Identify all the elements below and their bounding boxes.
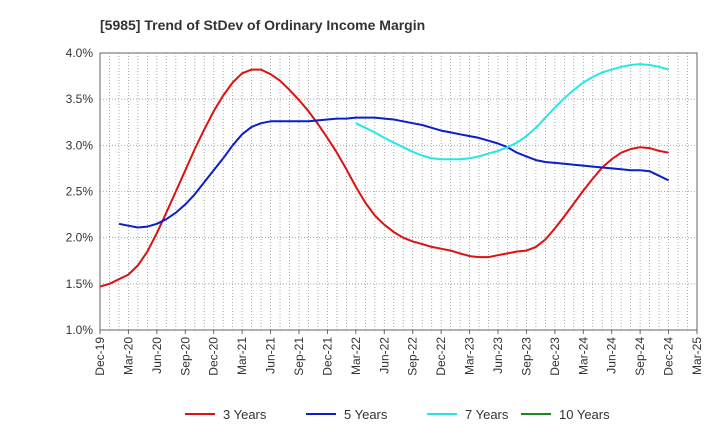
legend-label: 7 Years [465, 407, 509, 422]
y-tick-label: 1.0% [66, 323, 94, 337]
y-tick-label: 2.5% [66, 185, 94, 199]
x-tick-label: Mar-22 [349, 337, 363, 375]
x-tick-label: Jun-23 [491, 337, 505, 374]
x-tick-label: Dec-23 [548, 337, 562, 376]
plot-border [99, 52, 698, 331]
series-line-3-years [99, 68, 669, 288]
x-tick-label: Dec-22 [434, 337, 448, 376]
x-tick-label: Mar-21 [235, 337, 249, 375]
series-line-7-years [355, 63, 669, 161]
x-tick-label: Dec-24 [662, 337, 676, 376]
legend: 3 Years 5 Years 7 Years 10 Years [185, 407, 610, 422]
y-tick-label: 4.0% [66, 46, 94, 60]
chart-title: [5985] Trend of StDev of Ordinary Income… [100, 17, 425, 33]
x-tick-label: Mar-23 [463, 337, 477, 375]
x-tick-label: Mar-25 [690, 337, 704, 375]
y-tick-label: 1.5% [66, 277, 94, 291]
x-tick-label: Dec-19 [93, 337, 107, 376]
x-tick-label: Sep-23 [519, 337, 533, 376]
x-tick-label: Sep-24 [633, 337, 647, 376]
legend-label: 10 Years [559, 407, 610, 422]
x-tick-label: Dec-21 [320, 337, 334, 376]
legend-label: 5 Years [344, 407, 388, 422]
x-tick-label: Jun-24 [605, 337, 619, 374]
series-lines [99, 63, 670, 288]
legend-label: 3 Years [223, 407, 267, 422]
x-tick-label: Mar-24 [576, 337, 590, 375]
x-tick-label: Sep-21 [292, 337, 306, 376]
x-tick-label: Sep-22 [406, 337, 420, 376]
x-tick-label: Jun-20 [150, 337, 164, 374]
x-tick-label: Jun-21 [264, 337, 278, 374]
x-tick-label: Mar-20 [121, 337, 135, 375]
axes: 1.0% 1.5% 2.0% 2.5% 3.0% 3.5% 4.0% Dec-19 Mar-20… [66, 46, 704, 376]
x-tick-label: Jun-22 [377, 337, 391, 374]
x-tick-label: Sep-20 [178, 337, 192, 376]
y-tick-label: 3.5% [66, 92, 94, 106]
series-line-5-years [118, 116, 670, 229]
y-tick-label: 3.0% [66, 138, 94, 152]
grid-lines [99, 52, 698, 331]
y-tick-label: 2.0% [66, 231, 94, 245]
x-tick-label: Dec-20 [207, 337, 221, 376]
